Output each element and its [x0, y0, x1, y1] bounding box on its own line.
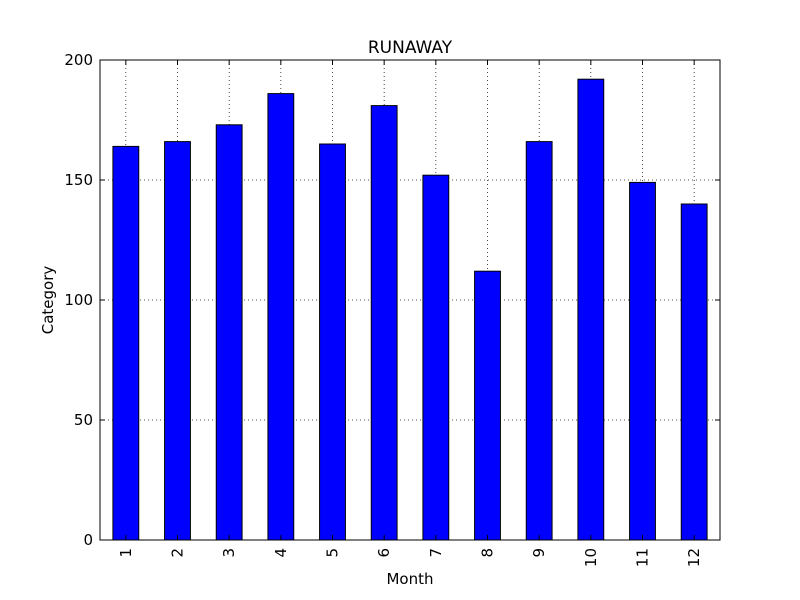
- y-tick-label: 50: [74, 411, 93, 429]
- x-tick-label: 2: [169, 548, 187, 558]
- y-tick-label: 200: [64, 51, 93, 69]
- bar: [629, 181, 656, 541]
- x-tick-label: 10: [582, 548, 600, 567]
- y-tick-label: 100: [64, 291, 93, 309]
- x-tick-label: 8: [479, 548, 497, 558]
- bar: [370, 105, 398, 541]
- bar: [577, 78, 605, 541]
- x-tick-label: 9: [530, 548, 548, 558]
- bar: [525, 141, 553, 541]
- grid-lines: [100, 60, 720, 540]
- y-tick-label: 150: [64, 171, 93, 189]
- x-tick-label: 12: [685, 548, 703, 567]
- bars: [112, 78, 708, 541]
- bar: [215, 124, 243, 541]
- x-tick-label: 3: [220, 548, 238, 558]
- x-tick-label: 6: [375, 548, 393, 558]
- bar: [112, 145, 140, 541]
- x-tick-labels: 1 2 3 4 5 6 7 8 9 10 11 12: [117, 548, 703, 567]
- x-tick-label: 7: [427, 548, 445, 558]
- bar: [164, 141, 191, 541]
- x-axis-label: Month: [386, 570, 433, 588]
- x-tick-label: 1: [117, 548, 135, 558]
- chart-title: RUNAWAY: [368, 38, 453, 58]
- y-axis-label: Category: [39, 266, 57, 335]
- bar: [267, 93, 295, 541]
- bar: [474, 270, 501, 541]
- x-tick-label: 5: [324, 548, 342, 558]
- y-tick-labels: 0 50 100 150 200: [64, 51, 93, 549]
- x-tick-label: 4: [272, 548, 290, 558]
- bar: [422, 174, 450, 541]
- ticks: [100, 59, 720, 541]
- bar: [319, 143, 346, 541]
- x-tick-label: 11: [634, 548, 652, 567]
- y-tick-label: 0: [83, 531, 93, 549]
- bar: [680, 203, 708, 541]
